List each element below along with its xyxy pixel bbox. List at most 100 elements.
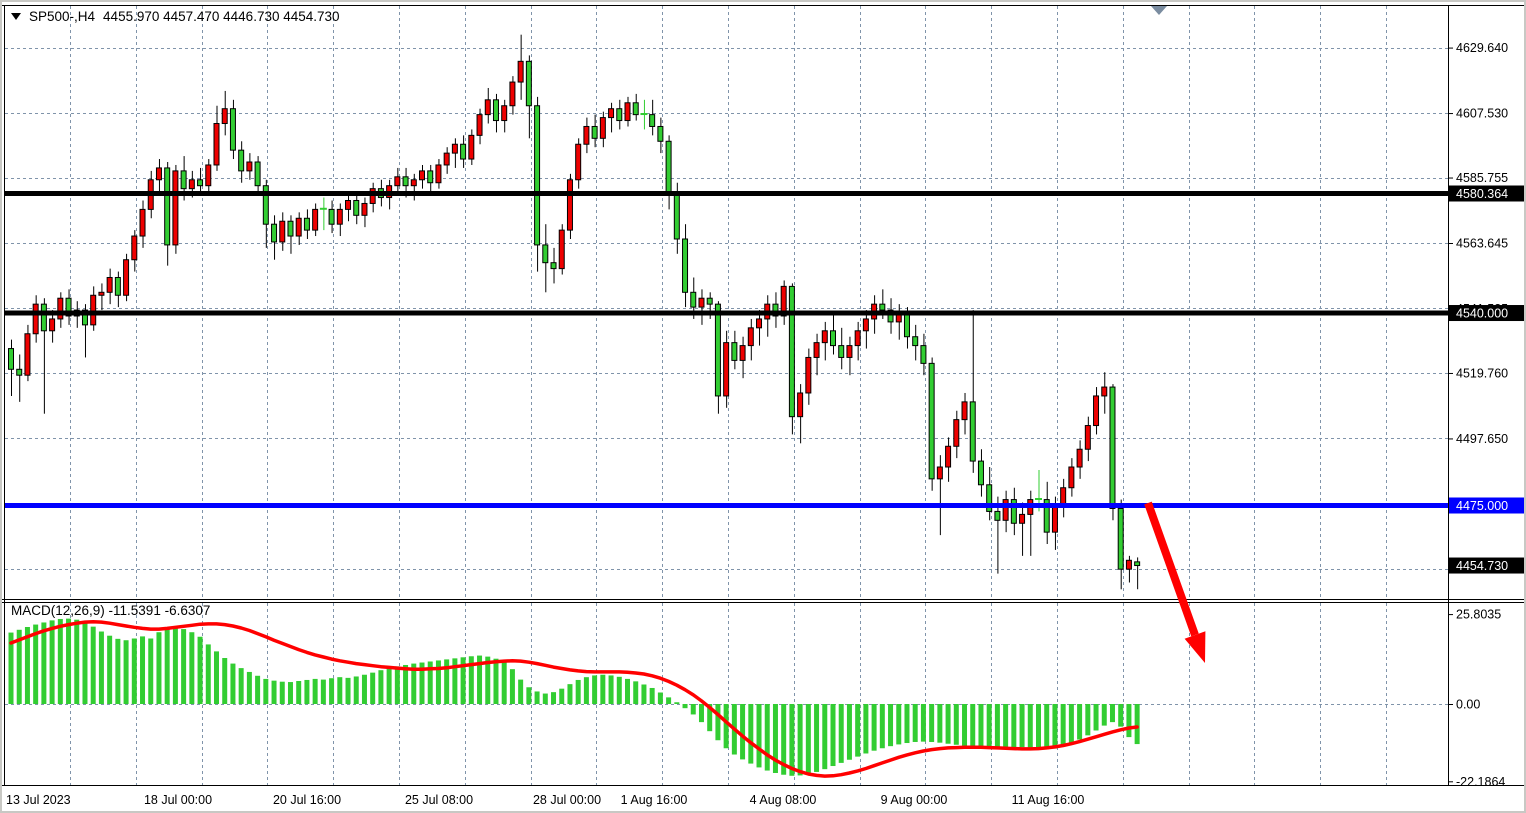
macd-bar-2 [24, 626, 30, 704]
macd-bar-9 [82, 622, 88, 704]
candle-32 [271, 215, 278, 260]
macd-bar-123 [1019, 704, 1025, 748]
candle-118 [977, 449, 984, 497]
macd-bar-120 [994, 704, 1000, 748]
price-box-label: 4540.000 [1456, 307, 1508, 321]
macd-bar-100 [830, 704, 836, 767]
macd-bar-82 [682, 704, 688, 709]
macd-bar-25 [214, 651, 219, 704]
macd-bar-101 [838, 704, 844, 763]
candle-119 [986, 467, 993, 521]
price-box-label: 4454.730 [1456, 559, 1508, 573]
macd-bar-42 [353, 676, 359, 704]
candle-43 [361, 197, 368, 228]
macd-bar-93 [772, 704, 778, 773]
candle-62 [517, 34, 524, 100]
macd-bar-37 [312, 678, 318, 704]
macd-pane[interactable] [5, 603, 1448, 785]
macd-bar-35 [296, 681, 302, 704]
candle-25 [213, 105, 220, 171]
candle-35 [295, 212, 302, 245]
macd-bar-106 [879, 704, 885, 749]
macd-bar-54 [452, 658, 458, 704]
candle-10 [90, 286, 97, 331]
macd-bar-69 [575, 679, 581, 704]
macd-bar-10 [90, 626, 96, 704]
macd-bar-137 [1134, 704, 1140, 745]
macd-bar-114 [945, 704, 951, 744]
chart-shift-marker-icon[interactable] [1151, 6, 1167, 15]
macd-bar-78 [649, 687, 655, 704]
candle-77 [640, 99, 648, 130]
time-tick-label: 1 Aug 16:00 [621, 793, 688, 807]
candle-6 [57, 292, 64, 328]
macd-bar-71 [592, 675, 598, 704]
candle-133 [1101, 372, 1108, 414]
macd-bar-125 [1036, 704, 1041, 749]
candle-101 [838, 327, 845, 370]
candle-66 [550, 247, 557, 284]
macd-bar-46 [386, 668, 392, 704]
price-axis[interactable] [1448, 6, 1526, 785]
candle-130 [1076, 440, 1083, 479]
price-tick-label: 4563.645 [1456, 237, 1508, 251]
candle-67 [558, 224, 565, 275]
candle-98 [813, 333, 820, 376]
macd-bar-5 [49, 620, 55, 704]
trend-arrow[interactable] [1144, 501, 1206, 663]
time-tick-label: 25 Jul 08:00 [405, 793, 473, 807]
candle-117 [969, 310, 976, 473]
macd-bar-16 [140, 636, 146, 704]
candle-104 [862, 310, 869, 349]
macd-bar-81 [674, 702, 680, 704]
macd-bar-74 [616, 676, 622, 704]
arrow-head-icon [1184, 631, 1206, 663]
macd-bar-135 [1118, 704, 1124, 727]
macd-bar-121 [1003, 704, 1009, 748]
macd-bar-55 [460, 657, 466, 704]
candle-49 [410, 173, 417, 201]
symbol-period-label: SP500-,H4 [29, 9, 96, 24]
time-tick-label: 13 Jul 2023 [6, 793, 71, 807]
macd-bar-19 [164, 629, 170, 704]
candle-84 [698, 289, 705, 325]
candle-47 [394, 167, 401, 195]
candle-34 [287, 215, 294, 254]
macd-bar-64 [534, 691, 540, 704]
macd-bar-48 [403, 664, 409, 704]
candle-71 [591, 114, 598, 148]
macd-bar-132 [1093, 704, 1099, 731]
macd-bar-33 [279, 681, 285, 704]
macd-bar-22 [189, 632, 195, 704]
candle-137 [1134, 557, 1141, 590]
macd-bar-3 [33, 624, 39, 704]
candle-74 [616, 99, 623, 130]
candle-86 [714, 301, 721, 414]
price-tick-label: 4629.640 [1456, 41, 1508, 55]
price-pane[interactable] [5, 6, 1448, 599]
macd-bar-115 [953, 704, 959, 745]
candle-72 [599, 111, 606, 148]
macd-bar-85 [707, 704, 713, 732]
candle-89 [739, 336, 746, 379]
candle-11 [98, 283, 105, 311]
candle-27 [229, 99, 236, 160]
macd-bar-90 [748, 704, 754, 764]
candle-28 [238, 141, 245, 183]
candle-29 [246, 153, 253, 180]
macd-bar-119 [986, 704, 992, 748]
candle-96 [797, 384, 804, 444]
price-tick-label: 4497.650 [1456, 432, 1508, 446]
candle-7 [65, 289, 72, 325]
candle-91 [756, 310, 763, 346]
symbol-dropdown-icon[interactable] [11, 13, 21, 20]
macd-bar-97 [805, 704, 811, 775]
candle-36 [303, 209, 310, 239]
candle-97 [805, 348, 812, 405]
candle-132 [1093, 387, 1100, 435]
candle-65 [542, 224, 549, 293]
candle-0 [8, 339, 14, 396]
candle-40 [336, 203, 343, 237]
macd-bar-27 [230, 663, 236, 704]
candle-99 [821, 321, 828, 361]
